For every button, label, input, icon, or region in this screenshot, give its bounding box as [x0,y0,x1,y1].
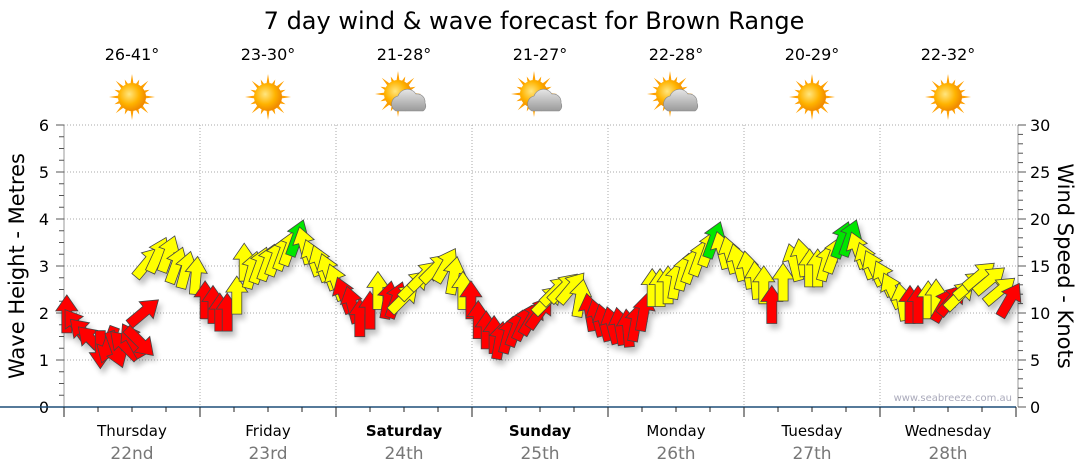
wind-arrow [569,278,593,319]
wind-arrow [760,284,784,324]
left-tick-label: 3 [39,257,49,276]
partly-cloudy-icon [647,71,699,117]
right-tick-label: 0 [1030,398,1040,417]
day-date: 22nd [110,444,153,464]
sun-icon [245,74,291,120]
day-temperature: 23-30° [241,45,296,64]
day-date: 28th [928,444,967,464]
day-temperature: 26-41° [105,45,160,64]
day-temperature: 22-32° [921,45,976,64]
partly-cloudy-icon [511,71,563,117]
right-tick-label: 25 [1030,163,1050,182]
left-tick-label: 2 [39,304,49,323]
wind-arrow [125,299,159,329]
right-tick-label: 30 [1030,116,1050,135]
wind-arrow [752,265,776,305]
day-date: 23rd [248,444,287,464]
partly-cloudy-icon [375,71,427,117]
day-name: Thursday [96,422,167,440]
day-date: 27th [792,444,831,464]
right-tick-label: 5 [1030,351,1040,370]
right-tick-label: 20 [1030,210,1050,229]
day-date: 26th [656,444,695,464]
wind-arrow [122,324,154,357]
left-tick-label: 5 [39,163,49,182]
day-temperature: 21-27° [513,45,568,64]
wind-arrow [184,255,208,296]
sun-icon [109,74,155,120]
sun-icon [925,74,971,120]
day-name: Sunday [509,422,572,440]
chart-title: 7 day wind & wave forecast for Brown Ran… [264,7,805,35]
y-axis-label-left: Wave Height - Metres [5,153,29,379]
right-tick-label: 15 [1030,257,1050,276]
wind-arrow [995,282,1022,320]
day-name: Wednesday [905,422,992,440]
day-name: Saturday [366,422,443,440]
day-name: Monday [646,422,705,440]
day-temperature: 22-28° [649,45,704,64]
watermark: www.seabreeze.com.au [894,393,1012,404]
y-axis-label-right: Wind Speed - Knots [1053,163,1077,368]
sun-icon [789,74,835,120]
day-date: 24th [384,444,423,464]
day-temperature: 20-29° [785,45,840,64]
left-tick-label: 1 [39,351,49,370]
day-name: Tuesday [780,422,842,440]
day-temperature: 21-28° [377,45,432,64]
wind-arrow [459,280,483,320]
day-date: 25th [520,444,559,464]
left-tick-label: 6 [39,116,49,135]
right-tick-label: 10 [1030,304,1050,323]
day-name: Friday [245,422,291,440]
left-tick-label: 4 [39,210,49,229]
